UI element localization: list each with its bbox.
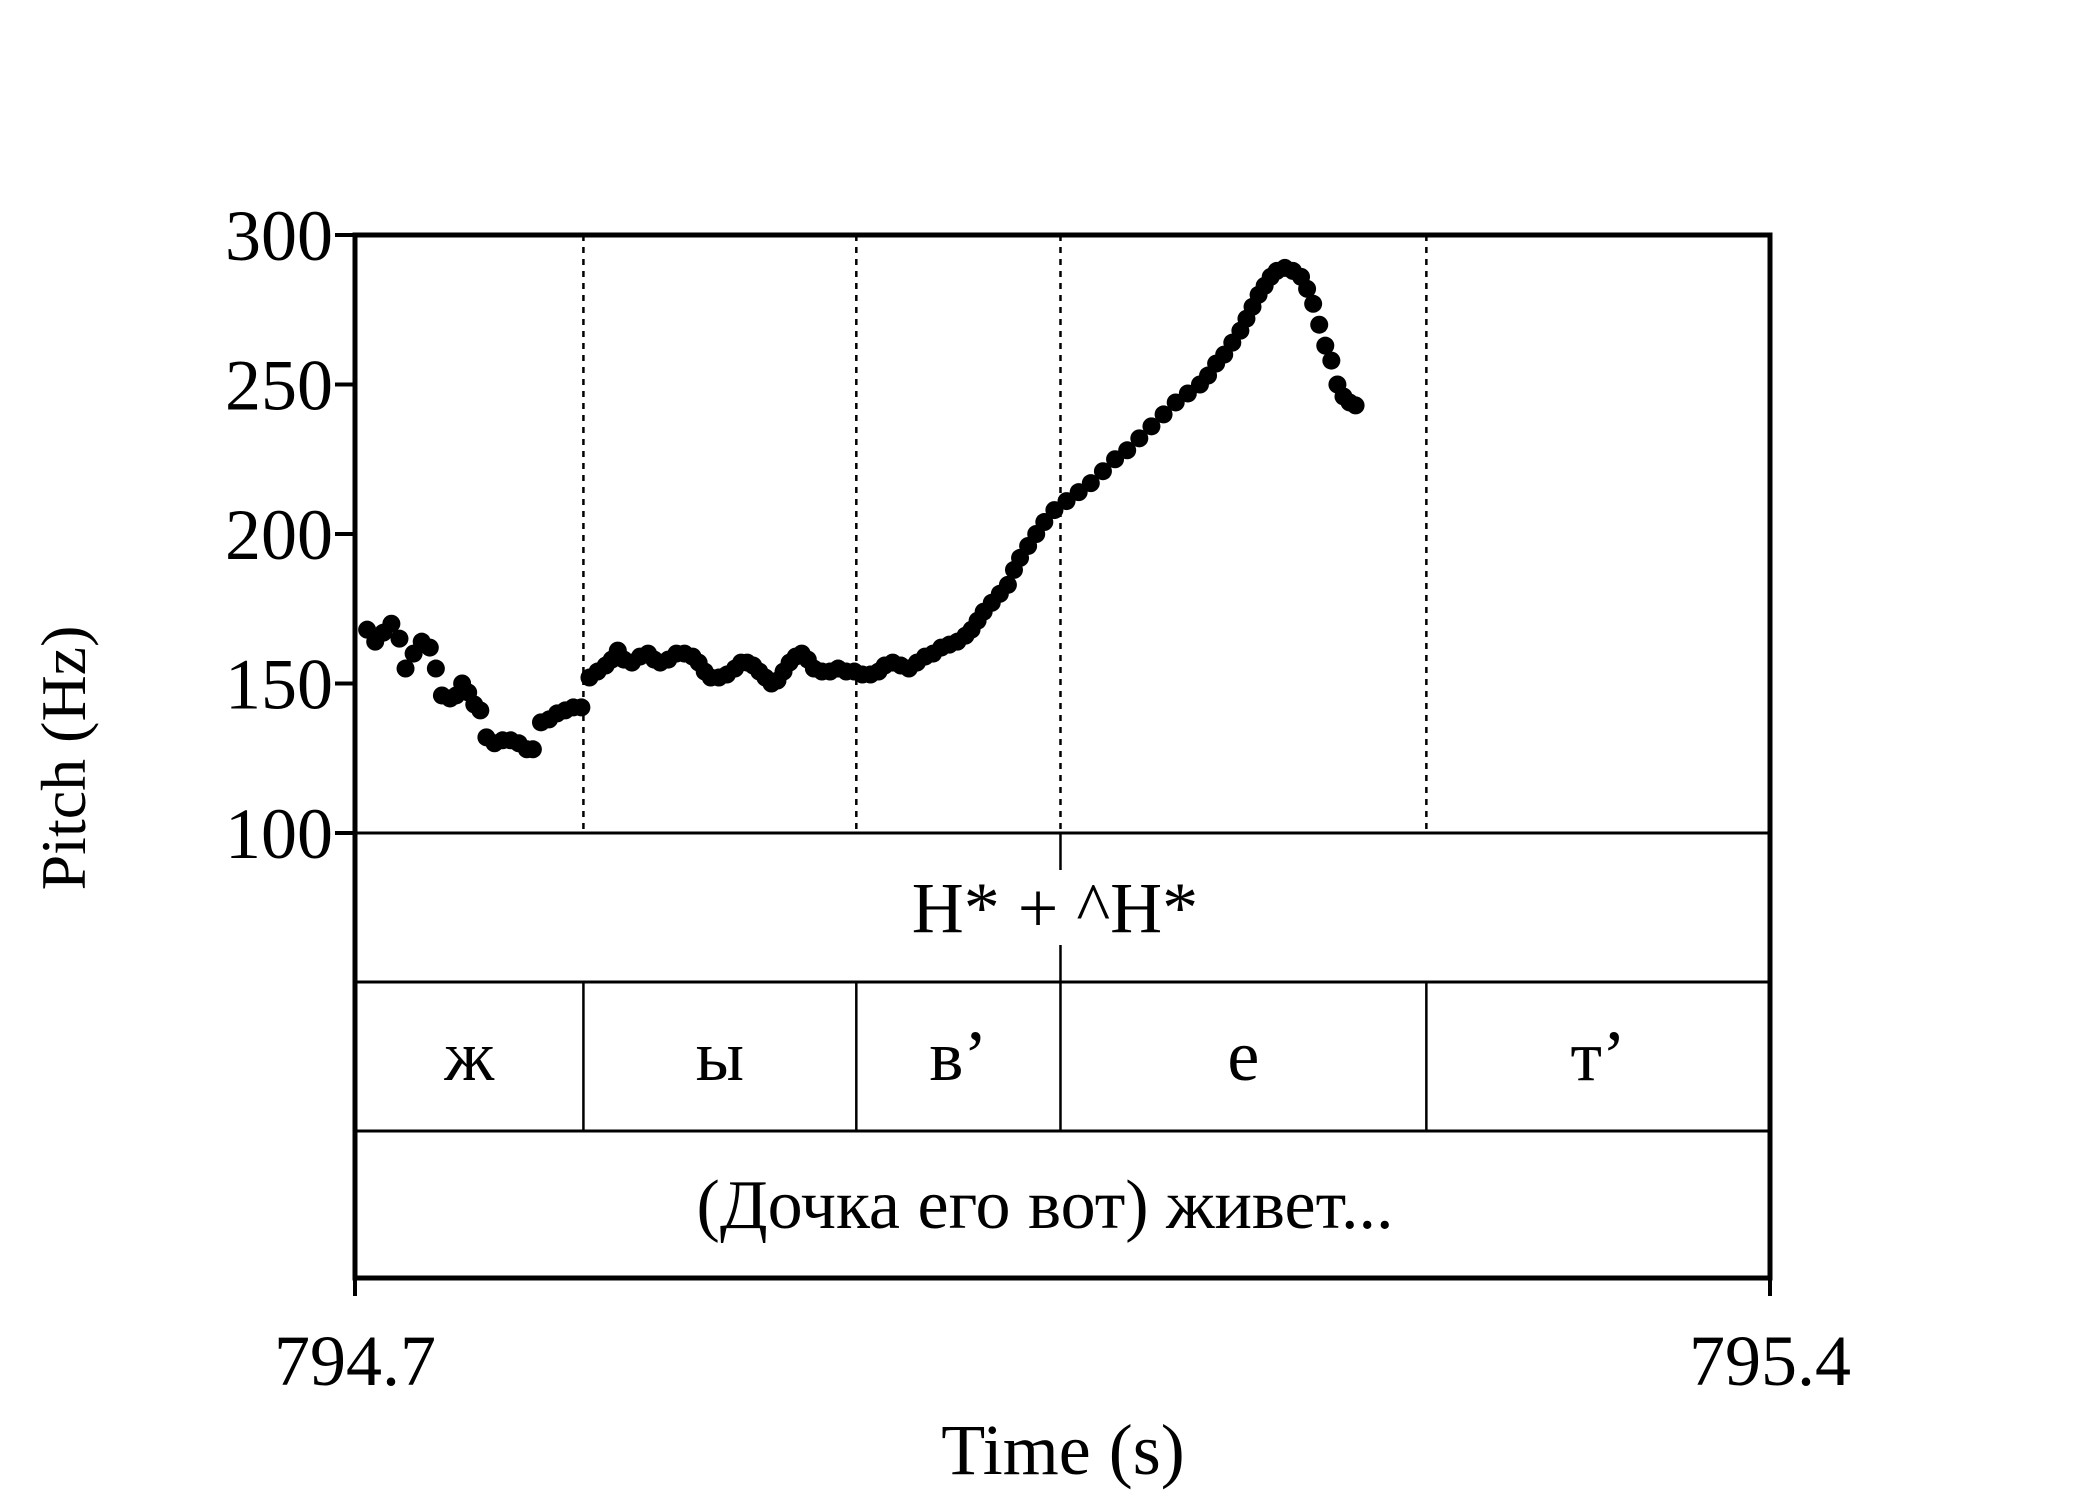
y-tick-label: 300 (225, 196, 333, 276)
annotation-tiers: H* + ^H* ж ы в’ е т’ (Дочка его вот) живет... (443, 833, 1626, 1244)
segment-boundaries (582, 235, 1428, 833)
segment-label: т’ (1570, 1016, 1625, 1096)
pitch-point (426, 659, 445, 678)
tone-label: H* + ^H* (912, 868, 1198, 948)
x-tick-label: 794.7 (274, 1321, 436, 1401)
pitch-point (396, 659, 415, 678)
y-tick-label: 150 (225, 645, 333, 725)
pitch-points (358, 258, 1365, 759)
pitch-point (1310, 315, 1329, 334)
pitch-point (1081, 474, 1100, 493)
y-tick-label: 100 (225, 794, 333, 874)
pitch-point (1130, 429, 1149, 448)
pitch-point (572, 698, 591, 717)
pitch-point (1142, 417, 1161, 436)
pitch-point (420, 638, 439, 657)
pitch-point (998, 575, 1017, 594)
y-tick-label: 200 (225, 495, 333, 575)
plot-frame (352, 232, 1773, 1281)
pitch-point (1298, 279, 1317, 298)
x-tick-label: 795.4 (1689, 1321, 1851, 1401)
pitch-point (1093, 462, 1112, 481)
pitch-point (1346, 396, 1365, 415)
pitch-point (471, 701, 490, 720)
y-tick-label: 250 (225, 346, 333, 426)
pitch-point (1118, 441, 1137, 460)
segment-label: е (1227, 1016, 1259, 1096)
pitch-point (1035, 513, 1054, 532)
pitch-point (1322, 351, 1341, 370)
utterance-text: (Дочка его вот) живет... (697, 1167, 1394, 1244)
segment-label: ы (696, 1016, 744, 1096)
x-axis-label: Time (s) (941, 1410, 1184, 1490)
segment-label: в’ (929, 1016, 987, 1096)
axis-ticks: 100 150 200 250 300 794.7 795.4 (225, 196, 1851, 1401)
frame-border (352, 232, 1773, 1281)
pitch-point (523, 740, 542, 759)
pitch-point (382, 614, 401, 633)
pitch-point (1316, 336, 1335, 355)
segment-label: ж (443, 1016, 495, 1096)
pitch-point (1154, 405, 1173, 424)
y-axis-label: Pitch (Hz) (28, 626, 99, 891)
pitch-point (390, 629, 409, 648)
pitch-point (1304, 294, 1323, 313)
